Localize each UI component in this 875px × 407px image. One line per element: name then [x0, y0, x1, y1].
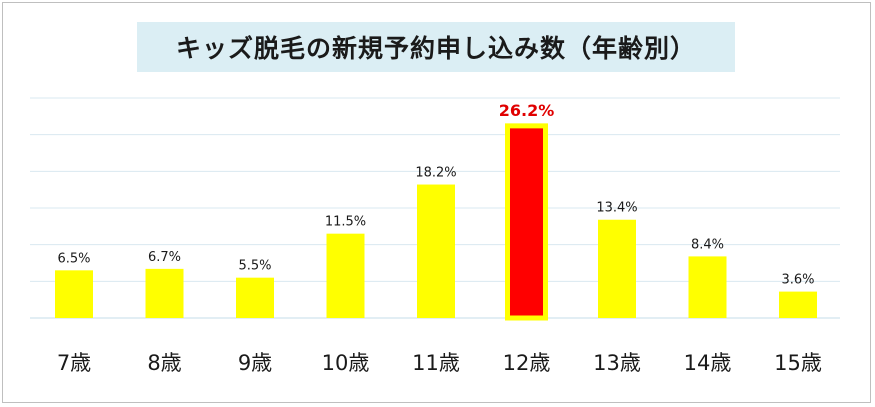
category-label: 13歳: [593, 351, 641, 375]
bars: [55, 123, 817, 321]
bar: [779, 291, 817, 318]
category-label: 7歳: [57, 351, 91, 375]
chart-title-box: キッズ脱毛の新規予約申し込み数（年齢別）: [137, 22, 735, 72]
value-labels: 6.5% 6.7% 5.5% 11.5% 18.2% 26.2% 13.4% 8.4% 3.6%: [57, 101, 814, 288]
data-label: 3.6%: [781, 273, 814, 288]
bar: [55, 270, 93, 318]
chart-title: キッズ脱毛の新規予約申し込み数（年齢別）: [175, 34, 696, 63]
bar: [417, 184, 455, 318]
data-label: 6.7%: [148, 250, 181, 265]
category-labels: 7歳 8歳 9歳 10歳 11歳 12歳 13歳 14歳 15歳: [57, 351, 822, 375]
data-label: 6.5%: [57, 251, 90, 266]
category-label: 11歳: [412, 351, 460, 375]
data-label: 8.4%: [691, 237, 724, 252]
bar: [598, 219, 636, 318]
category-label: 9歳: [238, 351, 272, 375]
data-label: 26.2%: [499, 101, 555, 120]
data-label: 13.4%: [596, 201, 637, 216]
category-label: 15歳: [774, 351, 822, 375]
data-label: 11.5%: [325, 215, 366, 230]
bar: [326, 233, 365, 318]
category-label: 10歳: [322, 351, 370, 375]
bar: [688, 256, 727, 318]
bar: [145, 268, 184, 318]
bar: [505, 123, 548, 321]
category-label: 12歳: [503, 351, 551, 375]
data-label: 18.2%: [415, 166, 456, 181]
bar: [236, 277, 274, 318]
category-label: 14歳: [684, 351, 732, 375]
data-label: 5.5%: [238, 259, 271, 274]
category-label: 8歳: [147, 351, 181, 375]
